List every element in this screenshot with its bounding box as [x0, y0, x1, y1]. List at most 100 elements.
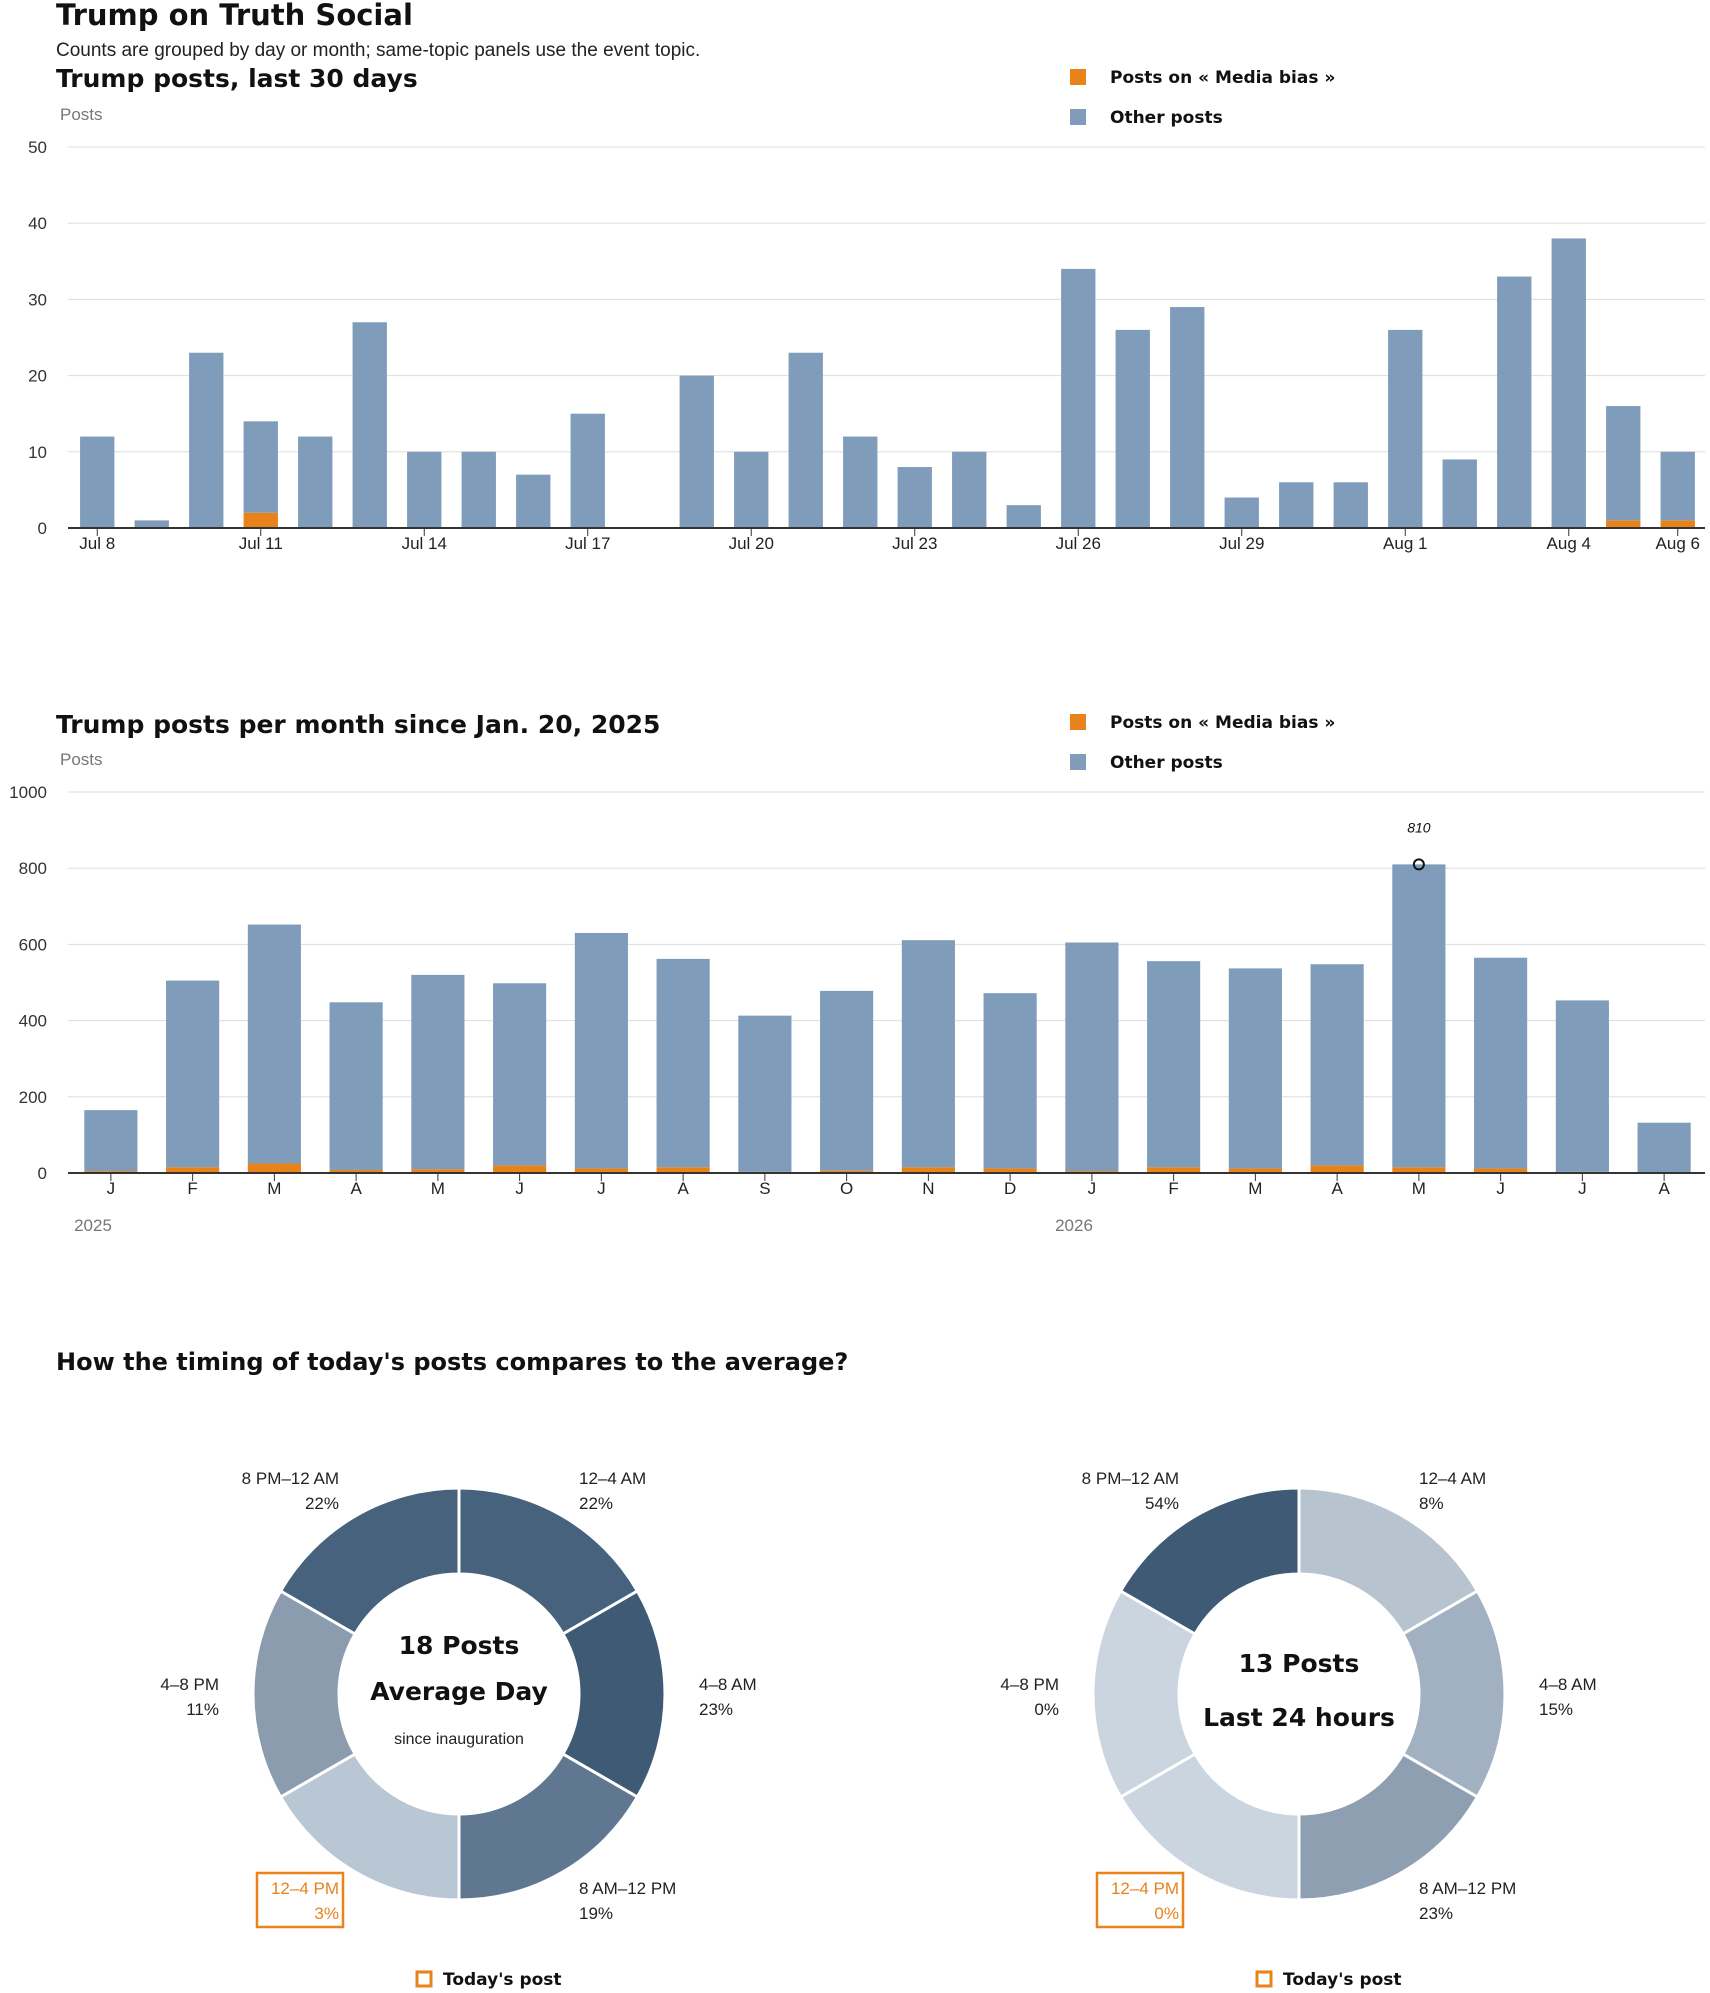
slice-value: 0%: [1154, 1904, 1179, 1923]
donut-slice: [251, 1588, 358, 1800]
x-tick-label: J: [1496, 1179, 1505, 1198]
year-label: 2026: [1055, 1216, 1093, 1235]
legend-swatch-today: [415, 1970, 433, 1988]
legend-label-topic: Posts on « Media bias »: [1110, 713, 1335, 733]
bar-topic: [166, 1167, 220, 1173]
bar-topic: [1660, 520, 1695, 528]
donut-slice: [560, 1588, 667, 1800]
y-tick-label: 30: [28, 290, 47, 309]
slice-value: 19%: [579, 1904, 613, 1923]
x-tick-label: Aug 1: [1383, 534, 1427, 553]
y-tick-label: 50: [28, 138, 47, 157]
legend-swatch-other: [1070, 109, 1086, 125]
x-tick-label: Aug 4: [1547, 534, 1591, 553]
bar-other: [411, 974, 465, 1170]
bar-topic: [901, 1167, 955, 1173]
donut-center-label: Average Day: [370, 1677, 548, 1706]
x-tick-label: A: [1658, 1179, 1670, 1198]
x-tick-label: M: [431, 1179, 445, 1198]
bar-topic: [1474, 1168, 1528, 1173]
slice-value: 8%: [1419, 1494, 1444, 1513]
bar-other: [493, 983, 547, 1166]
slice-label: 12–4 PM: [1111, 1879, 1179, 1898]
legend-swatch-today: [1255, 1970, 1273, 1988]
donut-center-note: since inauguration: [394, 1731, 524, 1748]
bar-other: [1555, 1000, 1609, 1172]
bar-topic: [820, 1170, 874, 1173]
bar-other: [166, 980, 220, 1168]
slice-value: 15%: [1539, 1700, 1573, 1719]
bar-other: [574, 932, 628, 1169]
bar-topic: [574, 1168, 628, 1173]
donut-slice: [1091, 1588, 1198, 1800]
bar-other: [1333, 482, 1368, 528]
x-tick-label: A: [677, 1179, 689, 1198]
x-tick-label: F: [1168, 1179, 1178, 1198]
bar-other: [656, 958, 710, 1168]
x-tick-label: M: [267, 1179, 281, 1198]
slice-label: 12–4 AM: [579, 1469, 646, 1488]
y-tick-label: 400: [19, 1012, 47, 1031]
bar-other: [243, 421, 278, 513]
x-tick-label: A: [1331, 1179, 1343, 1198]
slice-label: 4–8 AM: [1539, 1675, 1597, 1694]
x-tick-label: J: [515, 1179, 524, 1198]
bar-topic: [1606, 520, 1641, 528]
year-label: 2025: [74, 1216, 112, 1235]
bar-other: [983, 993, 1037, 1169]
bar-other: [1551, 238, 1586, 528]
legend-label-other: Other posts: [1110, 108, 1223, 128]
peak-marker: [1412, 858, 1425, 871]
slice-value: 0%: [1034, 1700, 1059, 1719]
bar-other: [738, 1015, 792, 1172]
y-tick-label: 1000: [9, 783, 47, 802]
bar-topic: [247, 1163, 301, 1173]
slice-label: 8 PM–12 AM: [242, 1469, 339, 1488]
x-tick-label: Jul 8: [79, 534, 115, 553]
donut-center-value: 18 Posts: [399, 1631, 520, 1660]
bar-other: [329, 1002, 383, 1170]
bar-other: [1388, 329, 1423, 528]
bar-other: [952, 451, 987, 528]
bar-other: [1606, 406, 1641, 521]
bar-topic: [1228, 1168, 1282, 1173]
slice-value: 23%: [1419, 1904, 1453, 1923]
bar-other: [247, 924, 301, 1164]
chart-title: Trump posts, last 30 days: [56, 64, 418, 93]
donut-slice: [1118, 1486, 1301, 1637]
monthly-posts-chart: Trump posts per month since Jan. 20, 202…: [9, 710, 1705, 1235]
y-tick-label: 600: [19, 935, 47, 954]
x-tick-label: S: [759, 1179, 770, 1198]
highlight-box: [255, 1871, 345, 1929]
donut-slice: [278, 1751, 461, 1902]
bar-topic: [1310, 1165, 1364, 1173]
slice-value: 22%: [579, 1494, 613, 1513]
bar-topic: [329, 1169, 383, 1173]
bar-topic: [243, 512, 278, 528]
bar-other: [1474, 957, 1528, 1169]
bar-topic: [493, 1165, 547, 1173]
bar-topic: [1147, 1167, 1201, 1173]
x-tick-label: J: [1088, 1179, 1097, 1198]
peak-annotation: 810: [1407, 819, 1431, 835]
legend-label-today: Today's post: [1283, 1970, 1402, 1990]
legend-swatch-other: [1070, 754, 1086, 770]
bar-other: [298, 436, 333, 528]
bar-other: [1660, 451, 1695, 521]
legend-label-other: Other posts: [1110, 753, 1223, 773]
y-tick-label: 800: [19, 859, 47, 878]
bar-other: [1147, 961, 1201, 1168]
slice-label: 4–8 AM: [699, 1675, 757, 1694]
bar-other: [1392, 864, 1446, 1168]
daily-posts-chart: Trump posts, last 30 days Posts Posts on «…: [28, 64, 1705, 553]
bar-other: [352, 322, 387, 528]
slice-value: 23%: [699, 1700, 733, 1719]
bar-other: [84, 1110, 138, 1172]
bar-topic: [1392, 1167, 1446, 1173]
bar-other: [679, 375, 714, 528]
x-tick-label: D: [1004, 1179, 1016, 1198]
y-axis-label: Posts: [60, 750, 103, 769]
page-title: Trump on Truth Social: [56, 0, 413, 32]
slice-label: 12–4 AM: [1419, 1469, 1486, 1488]
bar-other: [1006, 505, 1041, 528]
